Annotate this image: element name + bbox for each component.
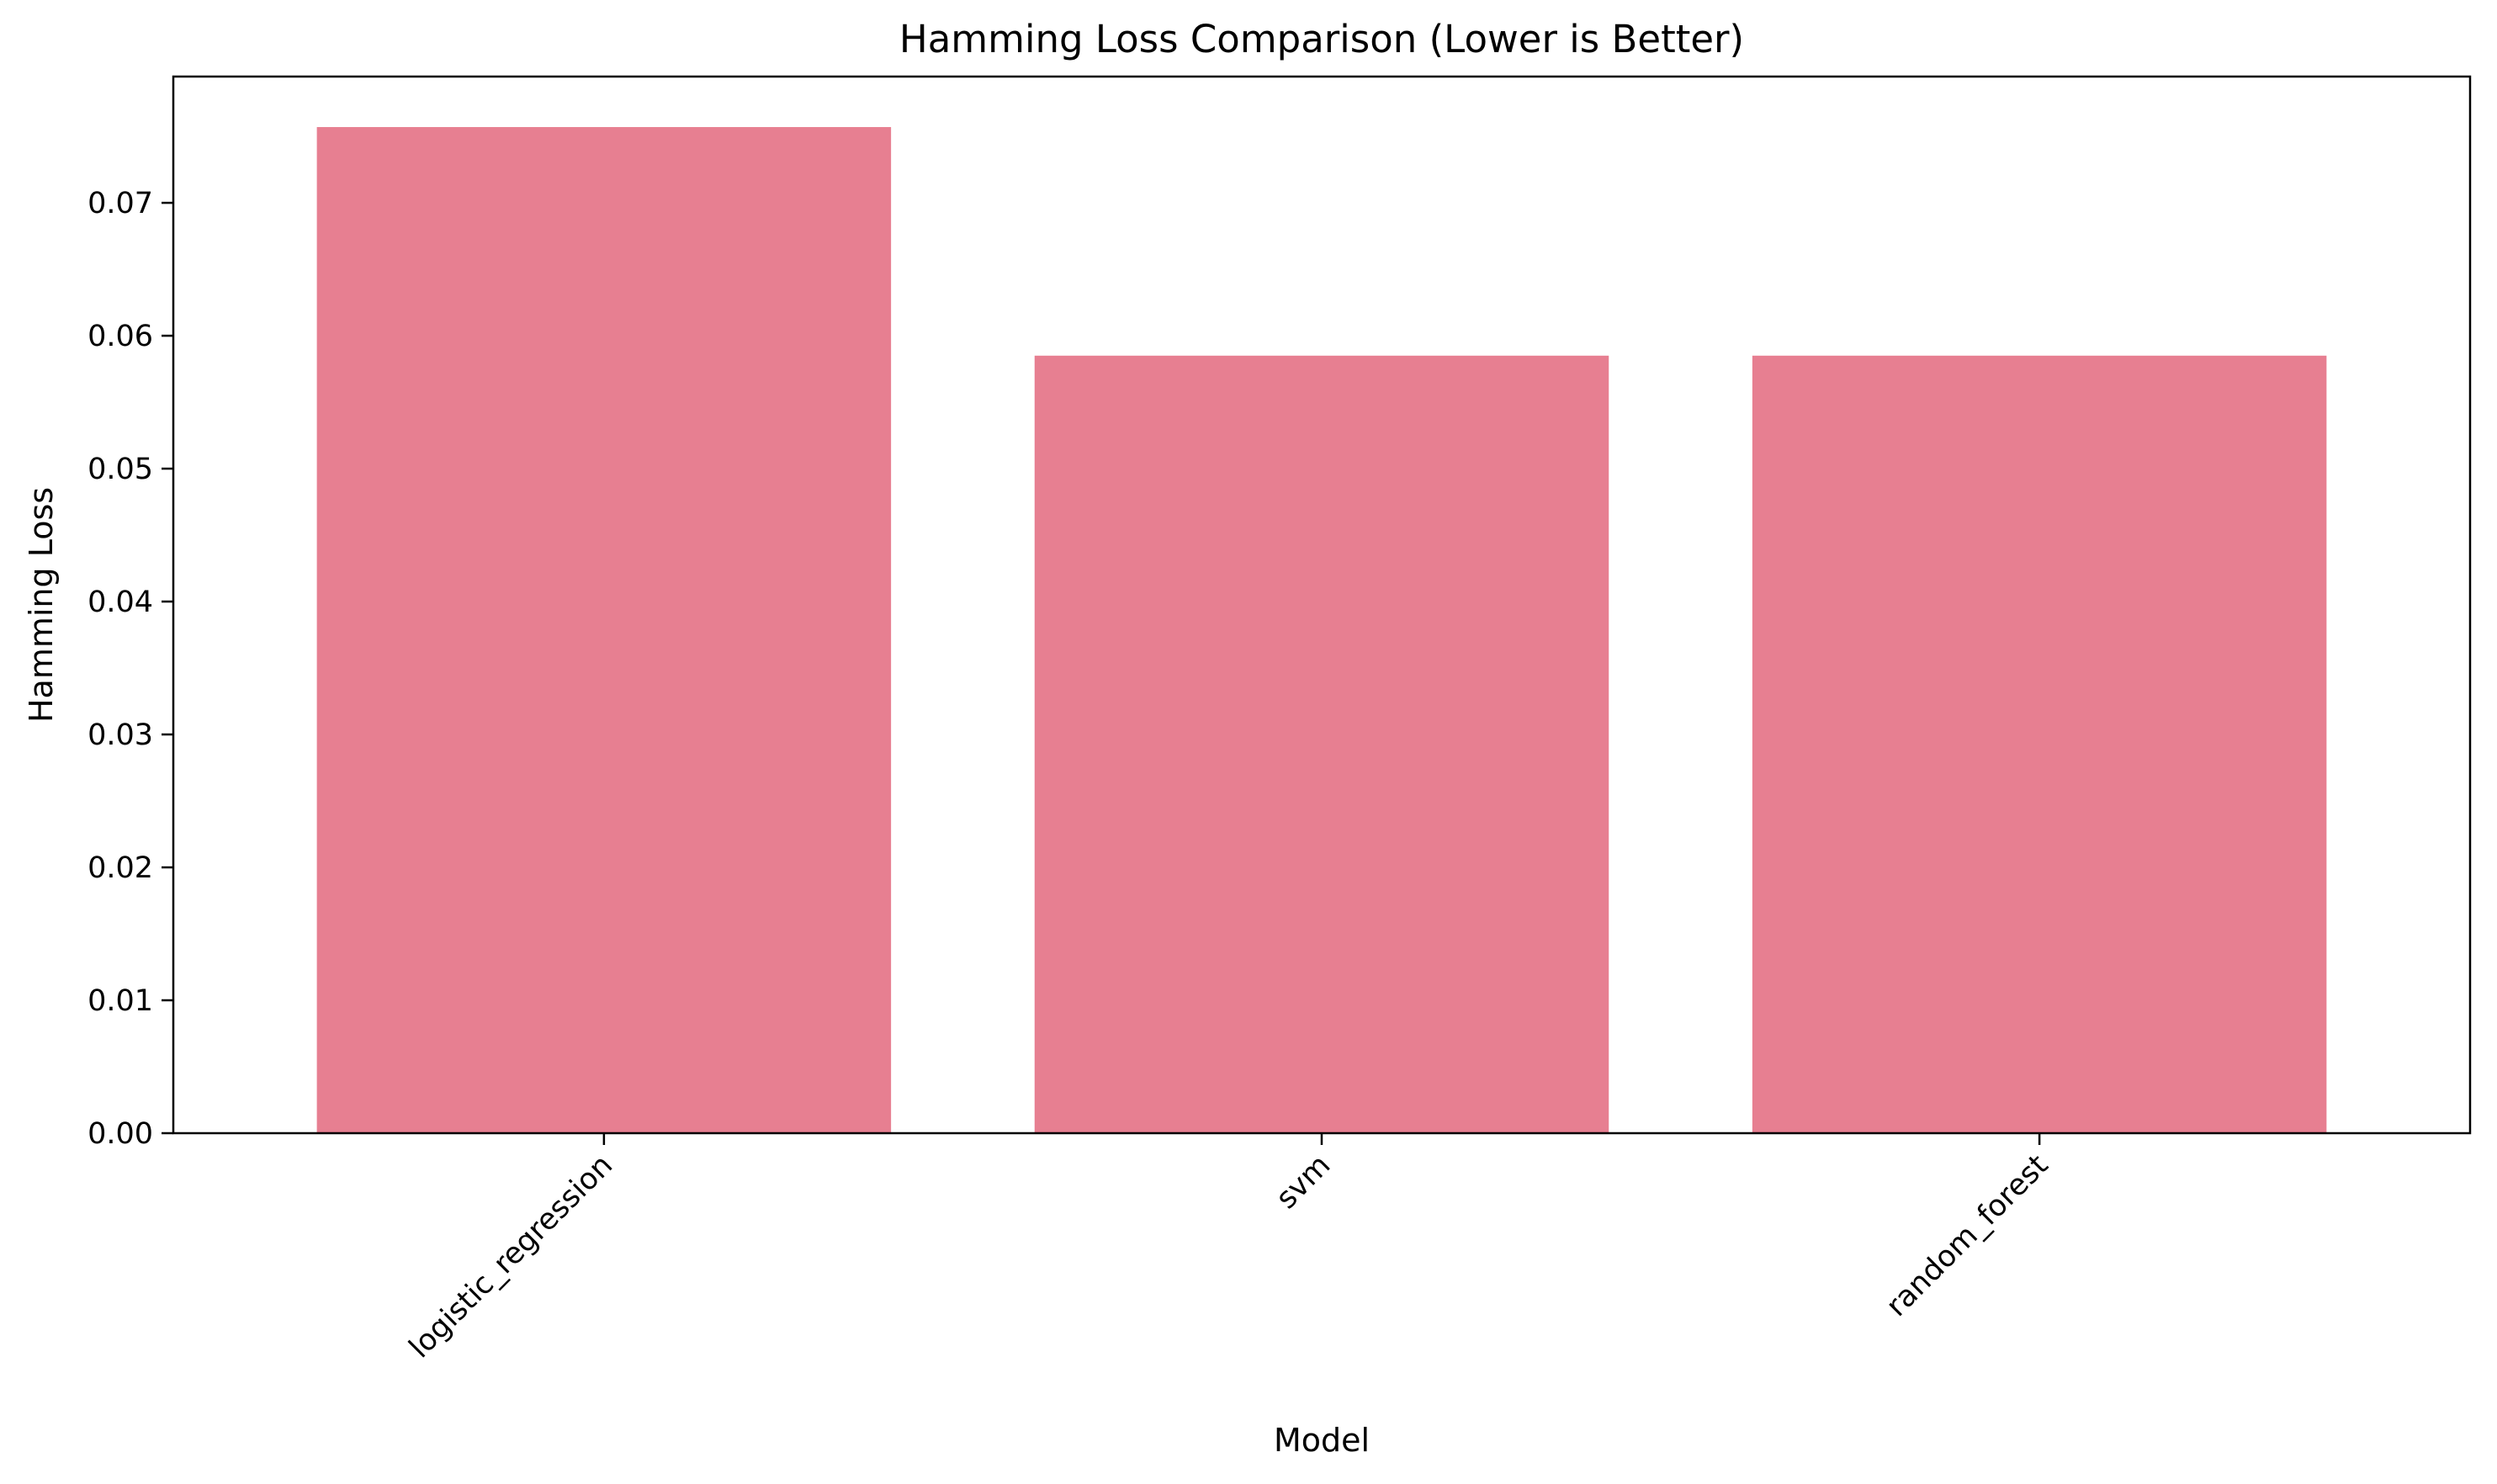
y-axis: 0.00 0.01 0.02 0.03 0.04 0.05 0.06 0.07	[87, 187, 173, 1151]
bar-random_forest	[1752, 355, 2327, 1134]
y-tick-label: 0.04	[87, 586, 153, 619]
y-tick-label: 0.00	[87, 1117, 153, 1151]
x-tick-label-logistic_regression: logistic_regression	[403, 1148, 619, 1365]
y-tick-label: 0.02	[87, 851, 153, 885]
bar-svm	[1034, 355, 1609, 1134]
x-axis-label: Model	[1274, 1422, 1370, 1459]
y-tick-label: 0.03	[87, 718, 153, 752]
chart-title: Hamming Loss Comparison (Lower is Better…	[899, 17, 1744, 61]
y-tick-label: 0.01	[87, 984, 153, 1018]
bar-logistic_regression	[316, 127, 892, 1134]
y-tick-label: 0.05	[87, 453, 153, 486]
y-tick-label: 0.06	[87, 320, 153, 353]
bars-group	[316, 127, 2327, 1134]
x-tick-label-svm: svm	[1270, 1148, 1337, 1216]
y-tick-label: 0.07	[87, 187, 153, 220]
y-axis-label: Hamming Loss	[23, 487, 60, 723]
x-axis: logistic_regression svm random_forest	[403, 1133, 2055, 1365]
x-tick-label-random_forest: random_forest	[1880, 1148, 2055, 1323]
plot-frame	[172, 75, 2472, 1135]
